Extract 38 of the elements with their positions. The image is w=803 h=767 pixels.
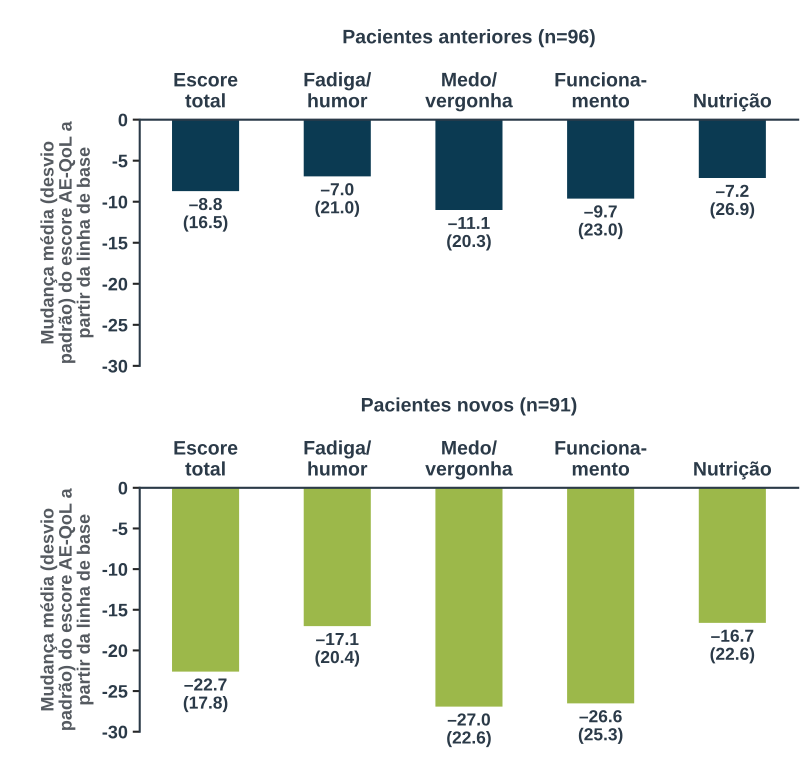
x-tick-label: Escore total (174, 441, 238, 476)
y-tick-label: -10 (102, 196, 128, 208)
y-tick-label: -15 (102, 604, 128, 616)
x-tick-label: Fadiga/ humor (304, 440, 372, 476)
x-tick-label: Nutrição (694, 93, 772, 112)
y-axis-title: Mudança média (desvio padrão) do escore AE-QoL a partir da linha de base (40, 121, 94, 363)
y-tick-label: -30 (102, 726, 128, 738)
x-tick-label: Funciona- mento (556, 72, 646, 108)
y-tick-label: -20 (102, 278, 128, 291)
y-tick-label: -25 (102, 318, 128, 332)
data-label: –17.1 (20.4) (315, 633, 360, 667)
x-tick-label: Escore total (174, 72, 238, 108)
data-label: –9.7 (23.0) (578, 205, 622, 240)
data-label: –16.7 (22.6) (710, 630, 754, 664)
y-tick-label: 0 (118, 114, 128, 126)
data-label: –8.8 (16.5) (184, 198, 228, 232)
y-tick-label: -5 (112, 522, 128, 536)
data-label: –22.7 (17.8) (184, 678, 228, 712)
y-tick-label: -20 (102, 644, 128, 658)
y-tick-label: -10 (102, 563, 128, 576)
y-tick-label: -15 (102, 236, 128, 250)
y-tick-label: 0 (118, 482, 128, 495)
chart-title: Pacientes anteriores (n=96) (344, 29, 595, 48)
y-tick-label: -30 (102, 360, 128, 373)
x-tick-label: Medo/ vergonha (425, 72, 513, 112)
data-label: –7.2 (26.9) (710, 184, 754, 219)
data-label: –27.0 (22.6) (447, 713, 491, 748)
y-axis-title: Mudança média (desvio padrão) do escore AE-QoL a partir da linha de base (40, 488, 94, 730)
data-label: –11.1 (20.3) (447, 216, 491, 251)
y-tick-label: -5 (112, 154, 128, 168)
x-tick-label: Medo/ vergonha (425, 440, 513, 480)
x-tick-label: Nutrição (694, 461, 772, 480)
data-label: –26.6 (25.3) (578, 710, 622, 744)
chart-title: Pacientes novos (n=91) (362, 397, 576, 416)
x-tick-label: Fadiga/ humor (304, 72, 372, 108)
y-tick-label: -25 (102, 685, 128, 698)
x-tick-label: Funciona- mento (556, 440, 646, 476)
data-label: –7.0 (21.0) (315, 183, 360, 217)
